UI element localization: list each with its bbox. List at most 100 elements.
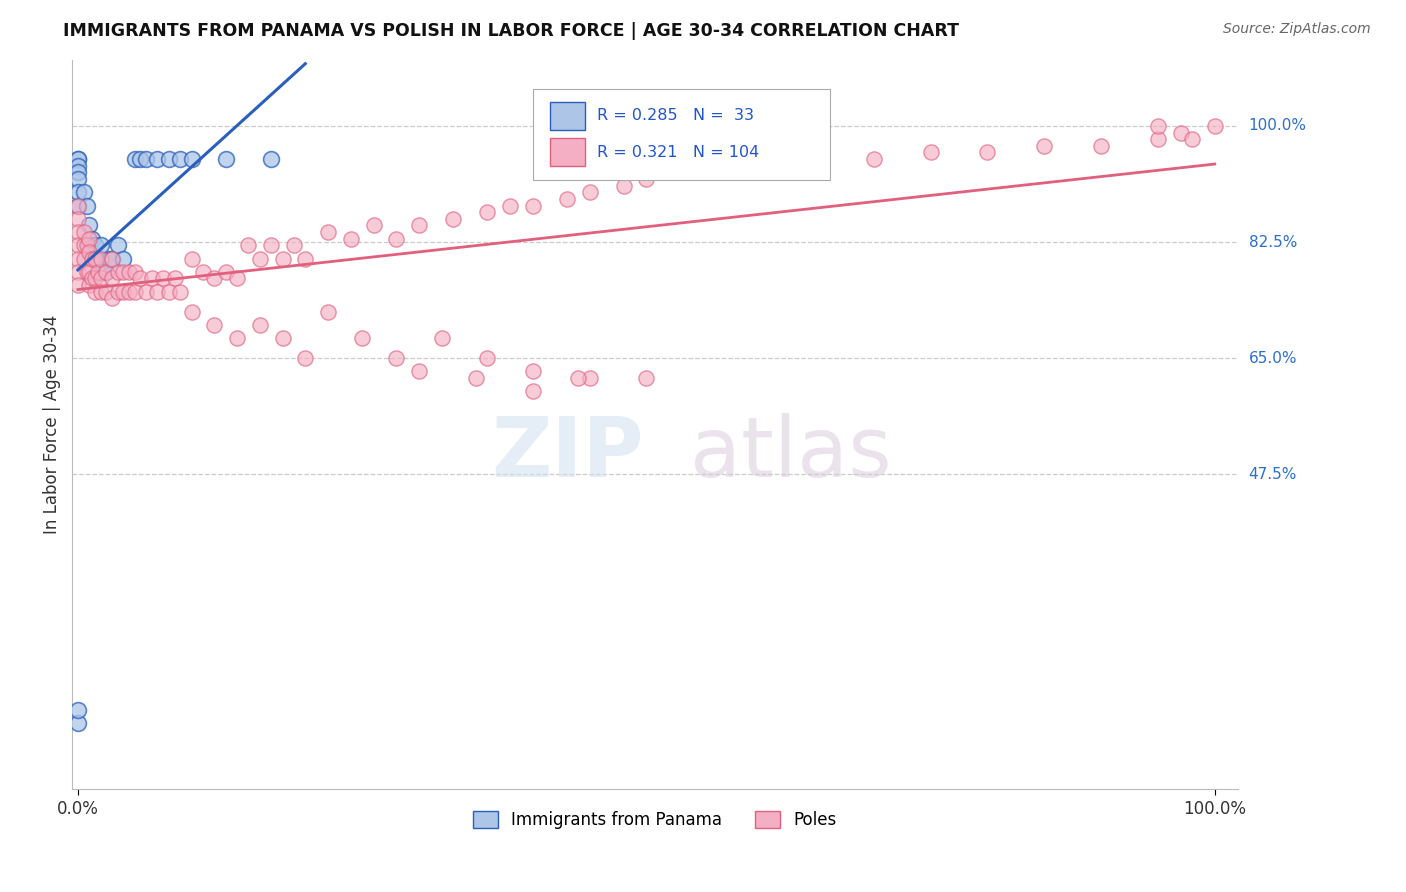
Point xyxy=(976,145,998,160)
Point xyxy=(107,265,129,279)
Point xyxy=(129,271,152,285)
Point xyxy=(806,152,828,166)
Point xyxy=(1147,132,1170,146)
Point xyxy=(66,198,89,212)
Point xyxy=(215,152,238,166)
Point xyxy=(1170,126,1192,140)
Point xyxy=(578,186,600,200)
Point xyxy=(84,238,107,252)
Point xyxy=(135,152,157,166)
Point xyxy=(66,186,89,200)
Point xyxy=(169,285,191,299)
FancyBboxPatch shape xyxy=(533,89,830,180)
Point xyxy=(101,252,124,266)
Point xyxy=(1204,119,1226,133)
Point xyxy=(66,265,89,279)
Point xyxy=(80,232,103,246)
Point xyxy=(163,271,186,285)
Point xyxy=(112,265,135,279)
Point xyxy=(146,285,169,299)
Point xyxy=(385,351,408,365)
Point xyxy=(522,364,544,378)
Point xyxy=(215,265,238,279)
Bar xyxy=(550,102,585,129)
Point xyxy=(749,159,772,173)
Point xyxy=(101,292,124,306)
Point xyxy=(80,252,103,266)
Point xyxy=(79,232,101,246)
Point xyxy=(249,318,271,332)
Point xyxy=(260,152,283,166)
Point xyxy=(1181,132,1204,146)
Legend: Immigrants from Panama, Poles: Immigrants from Panama, Poles xyxy=(465,804,844,836)
Point xyxy=(79,278,101,293)
Point xyxy=(118,265,141,279)
Point xyxy=(1147,119,1170,133)
Point xyxy=(692,165,714,179)
Point xyxy=(66,225,89,239)
Point xyxy=(76,238,98,252)
Point xyxy=(66,252,89,266)
Point xyxy=(112,285,135,299)
Point xyxy=(146,152,169,166)
Text: atlas: atlas xyxy=(690,413,891,494)
Point xyxy=(636,172,658,186)
Point xyxy=(226,271,249,285)
Point xyxy=(141,271,163,285)
Point xyxy=(112,252,135,266)
Text: 100.0%: 100.0% xyxy=(1249,119,1306,134)
Point xyxy=(87,252,110,266)
Point xyxy=(66,198,89,212)
Point xyxy=(124,285,146,299)
Point xyxy=(1033,138,1056,153)
Point xyxy=(72,238,94,252)
Point xyxy=(294,351,316,365)
Point xyxy=(180,304,202,318)
Point xyxy=(84,252,107,266)
Point xyxy=(72,225,94,239)
Point xyxy=(66,278,89,293)
Point xyxy=(555,192,578,206)
Point xyxy=(84,271,107,285)
Point xyxy=(66,165,89,179)
Point xyxy=(202,318,225,332)
Point xyxy=(271,331,294,345)
Point xyxy=(118,285,141,299)
Point xyxy=(522,198,544,212)
Point xyxy=(87,265,110,279)
Point xyxy=(920,145,942,160)
Text: ZIP: ZIP xyxy=(492,413,644,494)
Point xyxy=(249,252,271,266)
Text: Source: ZipAtlas.com: Source: ZipAtlas.com xyxy=(1223,22,1371,37)
Point xyxy=(107,285,129,299)
Point xyxy=(152,271,174,285)
Bar xyxy=(550,138,585,166)
Point xyxy=(157,285,180,299)
Point xyxy=(567,371,589,385)
Point xyxy=(271,252,294,266)
Point xyxy=(430,331,453,345)
Point xyxy=(636,371,658,385)
Point xyxy=(66,703,89,717)
Point xyxy=(79,219,101,233)
Point xyxy=(1090,138,1112,153)
Point xyxy=(101,271,124,285)
Point xyxy=(129,152,152,166)
Point xyxy=(260,238,283,252)
Point xyxy=(84,252,107,266)
Point xyxy=(226,331,249,345)
Point xyxy=(98,252,121,266)
Point xyxy=(66,172,89,186)
Point xyxy=(408,219,430,233)
Point xyxy=(157,152,180,166)
Point xyxy=(294,252,316,266)
Point xyxy=(90,265,112,279)
Point xyxy=(79,238,101,252)
Point xyxy=(283,238,305,252)
Text: 47.5%: 47.5% xyxy=(1249,467,1296,482)
Point xyxy=(90,238,112,252)
Point xyxy=(477,205,499,219)
Point xyxy=(202,271,225,285)
Text: 65.0%: 65.0% xyxy=(1249,351,1298,366)
Point xyxy=(408,364,430,378)
